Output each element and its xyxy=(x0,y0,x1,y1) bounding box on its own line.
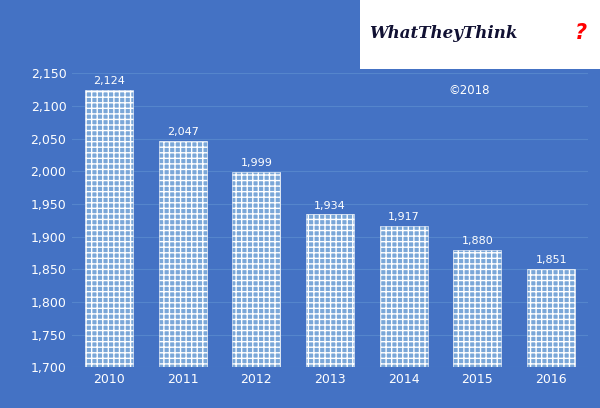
Bar xyxy=(158,141,206,367)
Bar xyxy=(232,172,280,367)
Text: ©2018: ©2018 xyxy=(449,84,490,97)
Text: 1,999: 1,999 xyxy=(241,158,272,168)
Text: 2,047: 2,047 xyxy=(167,127,199,137)
Bar xyxy=(306,215,354,367)
Text: 1,880: 1,880 xyxy=(461,236,493,246)
Text: 1,917: 1,917 xyxy=(388,212,419,222)
Text: 1,934: 1,934 xyxy=(314,200,346,211)
Text: 1,851: 1,851 xyxy=(535,255,567,265)
Bar xyxy=(527,268,575,367)
Bar xyxy=(454,250,502,367)
Text: 2,124: 2,124 xyxy=(93,76,125,86)
Text: ?: ? xyxy=(575,23,587,43)
Bar xyxy=(380,226,428,367)
Text: WhatTheyThink: WhatTheyThink xyxy=(370,25,518,42)
Bar xyxy=(85,91,133,367)
